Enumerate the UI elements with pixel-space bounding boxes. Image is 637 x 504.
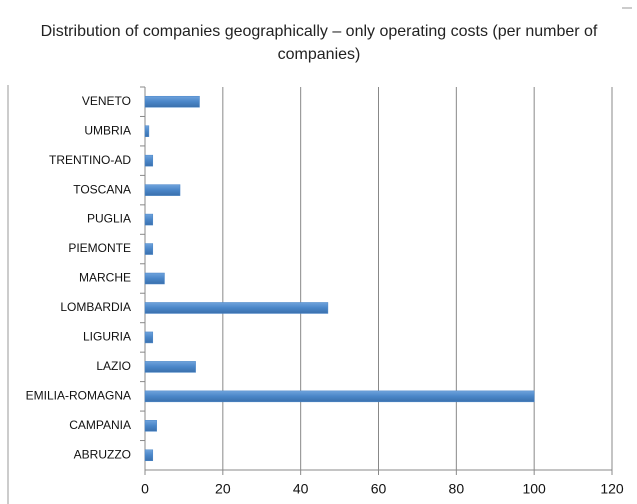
x-tick-label: 0 bbox=[141, 481, 149, 497]
y-tick-label: LAZIO bbox=[96, 359, 131, 373]
x-tick-label: 80 bbox=[449, 481, 465, 497]
bar bbox=[144, 361, 196, 373]
y-tick-label: UMBRIA bbox=[84, 123, 131, 137]
y-tick-label: EMILIA-ROMAGNA bbox=[26, 389, 131, 403]
bar bbox=[144, 331, 154, 344]
bar bbox=[144, 302, 329, 314]
bar bbox=[144, 272, 165, 285]
y-tick-label: LOMBARDIA bbox=[60, 300, 131, 314]
bar bbox=[144, 449, 154, 462]
y-tick-label: PUGLIA bbox=[87, 212, 131, 226]
bar bbox=[144, 390, 535, 403]
x-tick-label: 60 bbox=[371, 481, 387, 497]
y-tick-label: TOSCANA bbox=[73, 182, 131, 196]
y-tick-label: TRENTINO-AD bbox=[49, 153, 131, 167]
x-tick-label: 20 bbox=[215, 481, 231, 497]
bar bbox=[144, 184, 181, 196]
x-tick-label: 100 bbox=[522, 481, 546, 497]
y-tick-label: PIEMONTE bbox=[68, 241, 131, 255]
y-tick-label: ABRUZZO bbox=[74, 447, 131, 461]
y-tick-label: VENETO bbox=[82, 94, 131, 108]
y-tick-label: LIGURIA bbox=[83, 330, 131, 344]
chart-title: Distribution of companies geographically… bbox=[40, 23, 598, 63]
bar bbox=[144, 243, 154, 255]
bar bbox=[144, 154, 154, 167]
bar bbox=[144, 125, 150, 137]
bar bbox=[144, 213, 154, 226]
y-tick-label: CAMPANIA bbox=[69, 418, 131, 432]
x-tick-label: 40 bbox=[293, 481, 309, 497]
bar bbox=[144, 420, 157, 432]
x-tick-label: 120 bbox=[600, 481, 624, 497]
y-tick-label: MARCHE bbox=[79, 271, 131, 285]
bar bbox=[144, 95, 200, 108]
